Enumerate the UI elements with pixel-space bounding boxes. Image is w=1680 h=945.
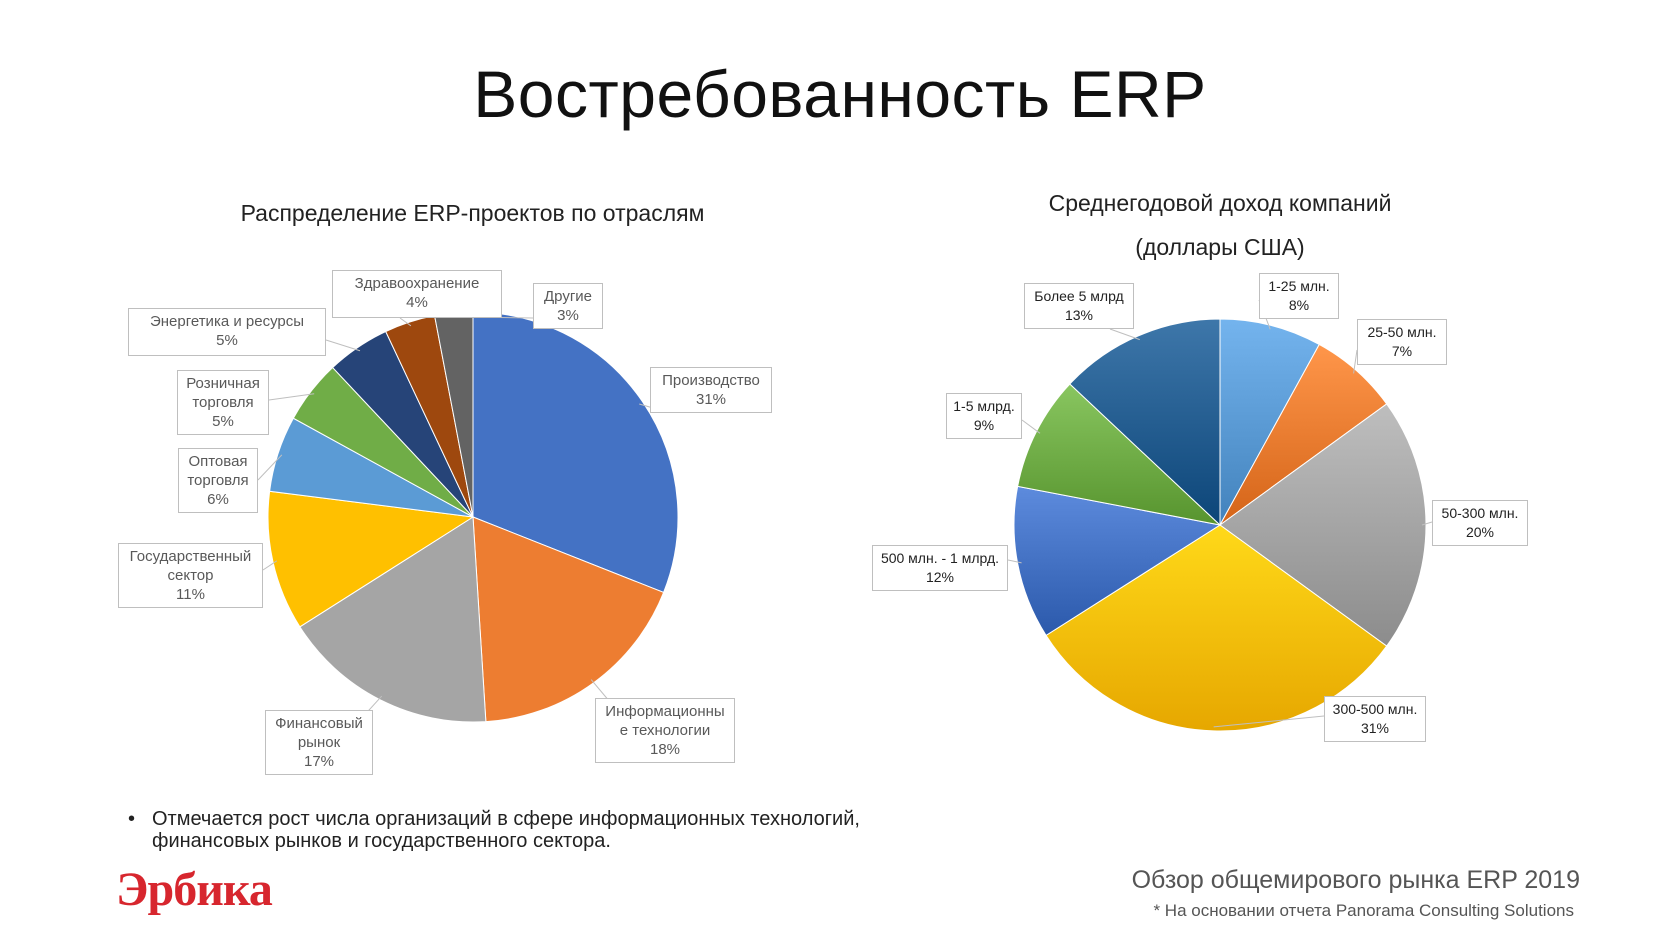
data-label-industry-1: Информационны е технологии 18%: [595, 698, 735, 763]
data-label-category: Розничная: [186, 375, 260, 392]
data-label-revenue-0: 1-25 млн. 8%: [1259, 273, 1339, 319]
data-label-category: Государственный: [129, 548, 252, 565]
chart-title-revenue: Среднегодовой доход компаний (доллары СШ…: [930, 181, 1510, 269]
data-label-value: 3%: [557, 307, 579, 324]
bullet-marker: •: [128, 808, 136, 830]
chart-title-industries: Распределение ERP-проектов по отраслям: [240, 200, 705, 226]
pie-slice-revenue-5: [1017, 383, 1222, 526]
data-label-category: Энергетика и ресурсы: [149, 313, 305, 330]
data-label-industry-0: Производство 31%: [650, 367, 772, 413]
data-label-revenue-3: 300-500 млн. 31%: [1324, 696, 1426, 742]
data-label-value: 4%: [406, 294, 428, 311]
pie-slice-industry-2: [299, 516, 487, 723]
data-label-value: 8%: [1288, 297, 1310, 313]
chart-title-revenue-line-2: (доллары США): [1135, 234, 1305, 260]
data-label-value: 6%: [207, 491, 229, 508]
data-label-industry-5: Розничная торговля 5%: [177, 370, 269, 435]
data-label-category: сектор: [167, 567, 214, 584]
data-label-category: рынок: [297, 734, 341, 751]
bullet-text: Отмечается рост числа организаций в сфер…: [152, 808, 860, 852]
pie-slice-industry-3: [267, 490, 475, 628]
data-label-category: Здравоохранение: [354, 275, 480, 292]
leader-line-industry-7: [399, 317, 412, 327]
data-label-value: 5%: [216, 332, 238, 349]
pie-slice-revenue-4: [1013, 485, 1222, 637]
data-label-category: 500 млн. - 1 млрд.: [880, 550, 1000, 566]
data-label-category: 25-50 млн.: [1367, 324, 1437, 340]
chart-title-revenue-line-1: Среднегодовой доход компаний: [1048, 190, 1392, 216]
data-label-value: 9%: [973, 417, 995, 433]
data-label-revenue-1: 25-50 млн. 7%: [1357, 319, 1447, 365]
data-label-value: 20%: [1465, 524, 1495, 540]
pie-slice-revenue-3: [1045, 524, 1388, 732]
data-label-value: 31%: [1360, 720, 1390, 736]
company-logo: Эрбика: [116, 863, 273, 916]
data-label-value: 12%: [925, 569, 955, 585]
pie-slice-revenue-2: [1219, 403, 1427, 647]
data-label-category: е технологии: [619, 722, 711, 739]
data-label-revenue-2: 50-300 млн. 20%: [1432, 500, 1528, 546]
leader-line-revenue-5: [1021, 419, 1041, 434]
data-label-revenue-6: Более 5 млрд 13%: [1024, 283, 1134, 329]
data-label-value: 17%: [303, 753, 335, 770]
data-label-category: 50-300 млн.: [1441, 505, 1519, 521]
data-label-category: 1-5 млрд.: [953, 398, 1015, 414]
leader-line-industry-3: [262, 560, 278, 571]
leader-line-revenue-1: [1353, 349, 1358, 374]
leader-line-revenue-3: [1213, 715, 1325, 728]
data-label-industry-6: Энергетика и ресурсы 5%: [128, 308, 326, 356]
data-label-value: 13%: [1064, 307, 1094, 323]
leader-line-revenue-2: [1421, 521, 1433, 526]
data-label-value: 5%: [212, 413, 234, 430]
data-label-value: 18%: [649, 741, 681, 758]
data-label-value: 7%: [1391, 343, 1413, 359]
data-label-industry-4: Оптовая торговля 6%: [178, 448, 258, 513]
footer-note: * На основании отчета Panorama Consultin…: [1153, 901, 1574, 920]
data-label-industry-7: Здравоохранение 4%: [332, 270, 502, 318]
data-label-category: 300-500 млн.: [1332, 701, 1418, 717]
pie-slice-revenue-0: [1219, 318, 1320, 526]
data-label-category: Финансовый: [275, 715, 363, 732]
data-label-revenue-4: 500 млн. - 1 млрд. 12%: [872, 545, 1008, 591]
data-label-value: 11%: [176, 586, 205, 603]
data-label-category: 1-25 млн.: [1268, 278, 1330, 294]
data-label-category: Оптовая: [188, 453, 248, 470]
footer-title: Обзор общемирового рынка ERP 2019: [1131, 866, 1580, 894]
data-label-category: торговля: [187, 472, 249, 489]
data-label-industry-3: Государственный сектор 11%: [118, 543, 263, 608]
leader-line-industry-6: [325, 339, 361, 352]
leader-line-revenue-6: [1109, 328, 1140, 341]
pie-slice-revenue-6: [1069, 318, 1221, 527]
data-label-category: Производство: [662, 372, 760, 389]
data-label-value: 31%: [695, 391, 727, 408]
leader-line-industry-5: [268, 393, 315, 401]
data-label-industry-8: Другие 3%: [533, 283, 603, 329]
data-label-category: Информационны: [605, 703, 725, 720]
data-label-industry-2: Финансовый рынок 17%: [265, 710, 373, 775]
data-label-category: Другие: [543, 288, 593, 305]
data-label-category: Более 5 млрд: [1034, 288, 1124, 304]
leader-line-industry-4: [257, 454, 283, 481]
data-label-category: торговля: [192, 394, 254, 411]
slide-title: Востребованность ERP: [473, 57, 1207, 131]
leader-line-revenue-4: [1007, 559, 1022, 564]
data-label-revenue-5: 1-5 млрд. 9%: [946, 393, 1022, 439]
